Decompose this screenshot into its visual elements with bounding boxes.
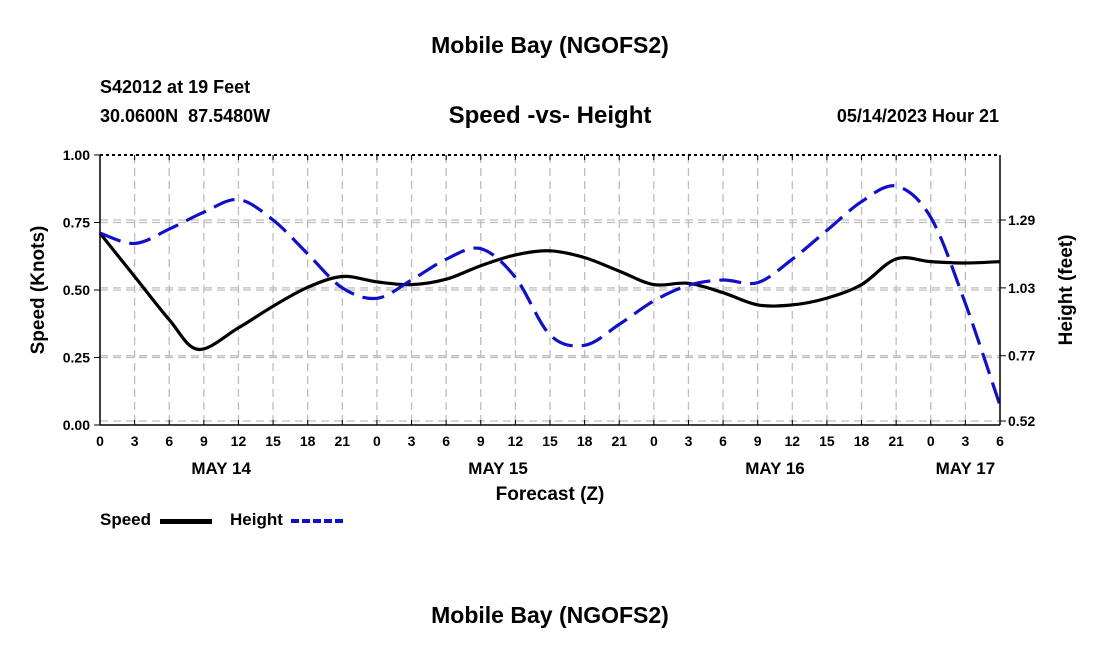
forecast-datetime: 05/14/2023 Hour 21	[836, 106, 999, 126]
x-tick-label: 3	[408, 433, 416, 449]
date-label: MAY 16	[745, 459, 805, 478]
date-label: MAY 17	[936, 459, 996, 478]
x-tick-label: 6	[442, 433, 450, 449]
y-tick-label-left: 1.00	[63, 147, 90, 163]
page-title: Mobile Bay (NGOFS2)	[431, 32, 669, 58]
x-tick-label: 3	[961, 433, 969, 449]
x-tick-label: 9	[477, 433, 485, 449]
date-label: MAY 14	[191, 459, 251, 478]
legend-height-label: Height	[230, 510, 283, 529]
y-tick-labels: 0.00 0.25 0.50 0.75 1.00 0.52 0.77 1.03 1.29	[63, 147, 1036, 433]
x-tick-label: 18	[577, 433, 593, 449]
x-tick-label: 3	[131, 433, 139, 449]
y-tick-label-left: 0.50	[63, 282, 90, 298]
x-tick-label: 21	[611, 433, 627, 449]
speed-series-line	[98, 232, 1001, 352]
speed-height-chart: 0 3 6 9 12 15 18 21 0 3 6 9 12 15 18 21 0 3 6 9 12 15 18 21 0 3 6M…	[28, 147, 1077, 505]
y-tick-label-right: 0.52	[1008, 413, 1035, 429]
x-tick-label: 15	[265, 433, 281, 449]
legend-speed-label: Speed	[100, 510, 152, 529]
footer-title: Mobile Bay (NGOFS2)	[431, 602, 669, 628]
y-tick-label-right: 0.77	[1008, 348, 1035, 364]
x-tick-label: 15	[542, 433, 558, 449]
x-tick-label: 21	[888, 433, 904, 449]
y-tick-label-right: 1.29	[1008, 212, 1035, 228]
x-tick-label: 3	[685, 433, 693, 449]
chart-frame	[94, 154, 1006, 426]
height-series-line	[99, 184, 1002, 406]
legend-height-swatch	[291, 519, 343, 523]
x-tick-label: 21	[335, 433, 351, 449]
chart-series	[98, 184, 1002, 406]
station-label: S42012 at 19 Feet	[100, 77, 251, 97]
coordinates-label: 30.0600N 87.5480W	[100, 106, 271, 126]
x-tick-label: 12	[231, 433, 247, 449]
chart-grid	[100, 155, 1000, 425]
x-axis-label: Forecast (Z)	[496, 484, 605, 505]
y-tick-label-right: 1.03	[1008, 280, 1035, 296]
x-tick-label: 15	[819, 433, 835, 449]
x-tick-label: 0	[373, 433, 381, 449]
x-tick-label: 9	[754, 433, 762, 449]
x-tick-label: 0	[650, 433, 658, 449]
date-label: MAY 15	[468, 459, 528, 478]
x-tick-labels: 0 3 6 9 12 15 18 21 0 3 6 9 12 15 18 21 0 3 6 9 12 15 18 21 0 3 6M…	[96, 433, 1004, 478]
y-axis-label-left: Speed (Knots)	[28, 226, 49, 355]
y-tick-label-left: 0.25	[63, 350, 90, 366]
x-tick-label: 12	[785, 433, 801, 449]
y-axis-label-right: Height (feet)	[1056, 235, 1077, 346]
x-tick-label: 12	[508, 433, 524, 449]
x-tick-label: 6	[165, 433, 173, 449]
legend-speed-swatch	[160, 519, 212, 524]
y-tick-label-left: 0.00	[63, 417, 90, 433]
x-tick-label: 0	[927, 433, 935, 449]
x-tick-label: 0	[96, 433, 104, 449]
x-tick-label: 18	[854, 433, 870, 449]
y-tick-label-left: 0.75	[63, 215, 90, 231]
x-tick-label: 6	[996, 433, 1004, 449]
x-tick-label: 18	[300, 433, 316, 449]
x-tick-label: 6	[719, 433, 727, 449]
chart-subtitle: Speed -vs- Height	[448, 102, 652, 129]
x-tick-label: 9	[200, 433, 208, 449]
